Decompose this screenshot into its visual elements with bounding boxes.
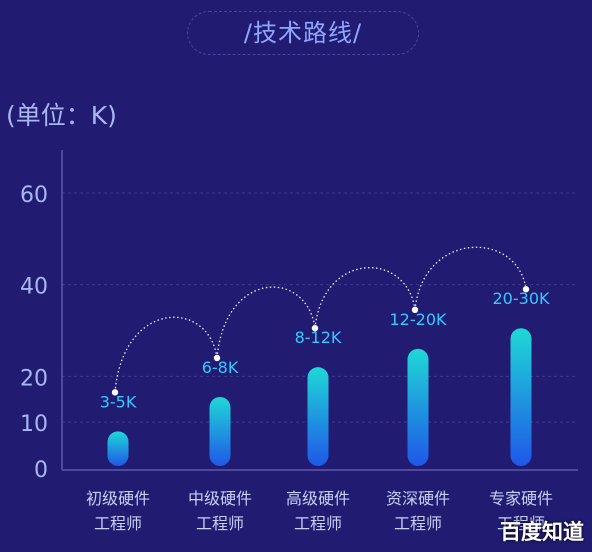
y-tick-label: 0 <box>34 458 48 483</box>
range-label: 6-8K <box>202 358 239 377</box>
x-category-label: 中级硬件 <box>188 489 252 508</box>
progression-dot <box>522 286 530 293</box>
x-category-label: 初级硬件 <box>86 489 150 508</box>
bar <box>107 431 129 466</box>
x-category-label: 资深硬件 <box>386 489 450 508</box>
watermark: 百度知道 <box>500 520 584 544</box>
x-category-label: 工程师 <box>94 514 142 533</box>
bar <box>209 396 231 466</box>
x-category-label: 工程师 <box>497 514 545 533</box>
progression-arcs <box>111 246 530 396</box>
x-category-label: 工程师 <box>294 514 342 533</box>
range-label: 8-12K <box>295 328 342 347</box>
y-tick-label: 10 <box>20 412 48 437</box>
y-tick-labels: 0 10 20 40 60 <box>20 183 48 483</box>
range-label: 3-5K <box>100 392 137 411</box>
y-tick-label: 20 <box>20 366 48 391</box>
progression-arc <box>216 286 316 359</box>
bar <box>407 348 429 466</box>
range-label: 12-20K <box>390 310 447 329</box>
x-category-label: 专家硬件 <box>489 489 553 508</box>
bar <box>510 328 532 466</box>
y-tick-label: 40 <box>20 275 48 300</box>
progression-arc <box>114 316 218 393</box>
axes <box>61 150 578 471</box>
unit-label: (单位：K) <box>6 101 117 130</box>
progression-arc <box>314 266 416 329</box>
bar <box>307 367 329 466</box>
range-label: 20-30K <box>493 289 550 308</box>
chart-title: /技术路线/ <box>187 11 419 55</box>
y-tick-label: 60 <box>20 183 48 208</box>
x-category-label: 工程师 <box>394 514 442 533</box>
bars <box>107 328 532 466</box>
x-category-label: 工程师 <box>196 514 244 533</box>
x-category-label: 高级硬件 <box>286 489 350 508</box>
range-labels: 3-5K 6-8K 8-12K 12-20K 20-30K <box>100 289 550 411</box>
